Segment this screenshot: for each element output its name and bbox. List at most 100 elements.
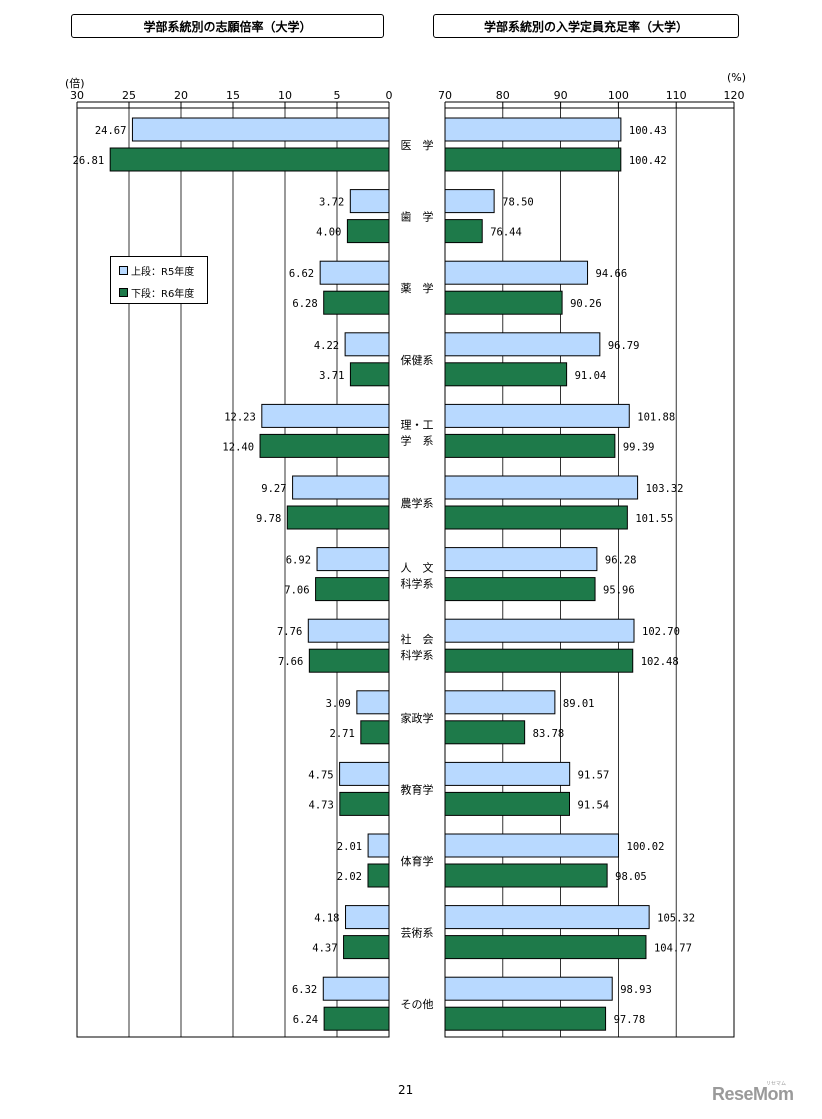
legend-label-r5: 上段：R5年度 bbox=[131, 267, 195, 278]
category-label: 薬 学 bbox=[401, 281, 434, 295]
resemom-logo: ReseMom bbox=[712, 1084, 794, 1104]
left-value-label-r6: 2.02 bbox=[337, 871, 362, 883]
left-bar-r5 bbox=[131, 117, 390, 142]
left-value-label-r6: 6.28 bbox=[292, 298, 317, 310]
right-value-label-r5: 101.88 bbox=[637, 411, 675, 423]
right-value-label-r5: 105.32 bbox=[657, 913, 695, 925]
left-tick-label: 5 bbox=[334, 89, 341, 102]
right-bar-r5 bbox=[444, 690, 556, 715]
left-value-label-r6: 12.40 bbox=[222, 441, 254, 453]
right-bar-r5 bbox=[444, 833, 620, 858]
left-tick-label: 30 bbox=[70, 89, 84, 102]
left-value-label-r5: 9.27 bbox=[261, 483, 286, 495]
right-value-label-r6: 97.78 bbox=[614, 1014, 646, 1026]
right-bar-r6 bbox=[444, 290, 563, 315]
legend-swatch-r5 bbox=[119, 266, 128, 275]
category-label: 人 文 bbox=[401, 561, 434, 575]
category-label: 保健系 bbox=[401, 353, 434, 367]
left-bar-r5 bbox=[356, 690, 390, 715]
right-tick-label: 80 bbox=[496, 89, 510, 102]
right-value-label-r6: 104.77 bbox=[654, 943, 692, 955]
category-label: 農学系 bbox=[401, 496, 434, 510]
category-label: 歯 学 bbox=[401, 210, 434, 224]
right-bar-r6 bbox=[444, 147, 622, 172]
left-tick-label: 25 bbox=[122, 89, 136, 102]
left-bar-r6 bbox=[259, 433, 390, 458]
left-value-label-r6: 4.37 bbox=[312, 943, 337, 955]
right-unit-label: (%) bbox=[727, 71, 746, 84]
right-value-label-r5: 100.43 bbox=[629, 125, 667, 137]
right-bar-r6 bbox=[444, 648, 634, 673]
left-value-label-r5: 12.23 bbox=[224, 411, 256, 423]
right-bar-r6 bbox=[444, 720, 526, 745]
left-value-label-r5: 7.76 bbox=[277, 626, 302, 638]
left-bar-r5 bbox=[339, 761, 390, 786]
right-tick-label: 100 bbox=[608, 89, 629, 102]
right-plot-frame bbox=[444, 107, 735, 1038]
left-bar-r5 bbox=[261, 403, 390, 428]
left-value-label-r5: 4.22 bbox=[314, 340, 339, 352]
left-value-label-r6: 7.66 bbox=[278, 656, 303, 668]
category-label: 科学系 bbox=[401, 577, 434, 591]
right-value-label-r6: 90.26 bbox=[570, 298, 602, 310]
right-value-label-r6: 100.42 bbox=[629, 155, 667, 167]
left-bar-r6 bbox=[109, 147, 390, 172]
right-value-label-r6: 91.04 bbox=[575, 370, 607, 382]
right-value-label-r6: 76.44 bbox=[490, 227, 522, 239]
left-bar-r5 bbox=[316, 547, 390, 572]
left-bar-r6 bbox=[315, 577, 390, 602]
right-bar-r5 bbox=[444, 117, 622, 142]
left-value-label-r5: 4.18 bbox=[314, 913, 339, 925]
right-bar-r5 bbox=[444, 475, 639, 500]
left-value-label-r6: 4.73 bbox=[309, 799, 334, 811]
right-value-label-r6: 102.48 bbox=[641, 656, 679, 668]
right-tick-label: 120 bbox=[724, 89, 745, 102]
left-bar-r6 bbox=[346, 219, 390, 244]
left-bar-r5 bbox=[349, 189, 390, 214]
left-bar-r6 bbox=[349, 362, 390, 387]
right-value-label-r5: 94.66 bbox=[596, 268, 628, 280]
left-bar-r5 bbox=[319, 260, 390, 285]
right-value-label-r6: 95.96 bbox=[603, 585, 635, 597]
left-value-label-r5: 6.32 bbox=[292, 984, 317, 996]
right-value-label-r6: 91.54 bbox=[578, 799, 610, 811]
right-bar-r6 bbox=[444, 1006, 607, 1031]
left-value-label-r6: 6.24 bbox=[293, 1014, 318, 1026]
category-label: 教育学 bbox=[401, 782, 434, 796]
category-label: その他 bbox=[401, 998, 434, 1011]
legend-label-r6: 下段：R6年度 bbox=[131, 289, 195, 300]
right-value-label-r5: 91.57 bbox=[578, 769, 610, 781]
left-value-label-r5: 6.92 bbox=[286, 555, 311, 567]
right-bar-r5 bbox=[444, 332, 601, 357]
left-value-label-r6: 7.06 bbox=[284, 585, 309, 597]
left-value-label-r5: 6.62 bbox=[289, 268, 314, 280]
left-tick-label: 15 bbox=[226, 89, 240, 102]
category-label: 体育学 bbox=[401, 854, 434, 868]
left-value-label-r6: 9.78 bbox=[256, 513, 281, 525]
right-value-label-r5: 98.93 bbox=[620, 984, 652, 996]
left-bar-r6 bbox=[339, 791, 390, 816]
right-value-label-r5: 78.50 bbox=[502, 197, 534, 209]
left-tick-label: 20 bbox=[174, 89, 188, 102]
category-label: 家政学 bbox=[401, 711, 434, 725]
right-bar-r6 bbox=[444, 863, 608, 888]
right-tick-label: 110 bbox=[666, 89, 687, 102]
right-bar-r6 bbox=[444, 577, 596, 602]
left-value-label-r6: 26.81 bbox=[73, 155, 105, 167]
left-chart-title: 学部系統別の志願倍率（大学） bbox=[71, 14, 384, 38]
page-number: 21 bbox=[398, 1083, 414, 1097]
left-bar-r5 bbox=[345, 905, 390, 930]
left-value-label-r5: 4.75 bbox=[308, 769, 333, 781]
category-label: 理・工 bbox=[401, 418, 434, 431]
category-label: 科学系 bbox=[401, 648, 434, 662]
right-tick-label: 70 bbox=[438, 89, 452, 102]
left-value-label-r5: 3.72 bbox=[319, 197, 344, 209]
left-value-label-r5: 3.09 bbox=[326, 698, 351, 710]
category-label: 芸術系 bbox=[401, 927, 434, 940]
left-value-label-r6: 2.71 bbox=[330, 728, 355, 740]
left-value-label-r6: 3.71 bbox=[319, 370, 344, 382]
right-bar-r5 bbox=[444, 403, 630, 428]
category-label: 医 学 bbox=[401, 138, 434, 152]
left-tick-label: 0 bbox=[386, 89, 393, 102]
